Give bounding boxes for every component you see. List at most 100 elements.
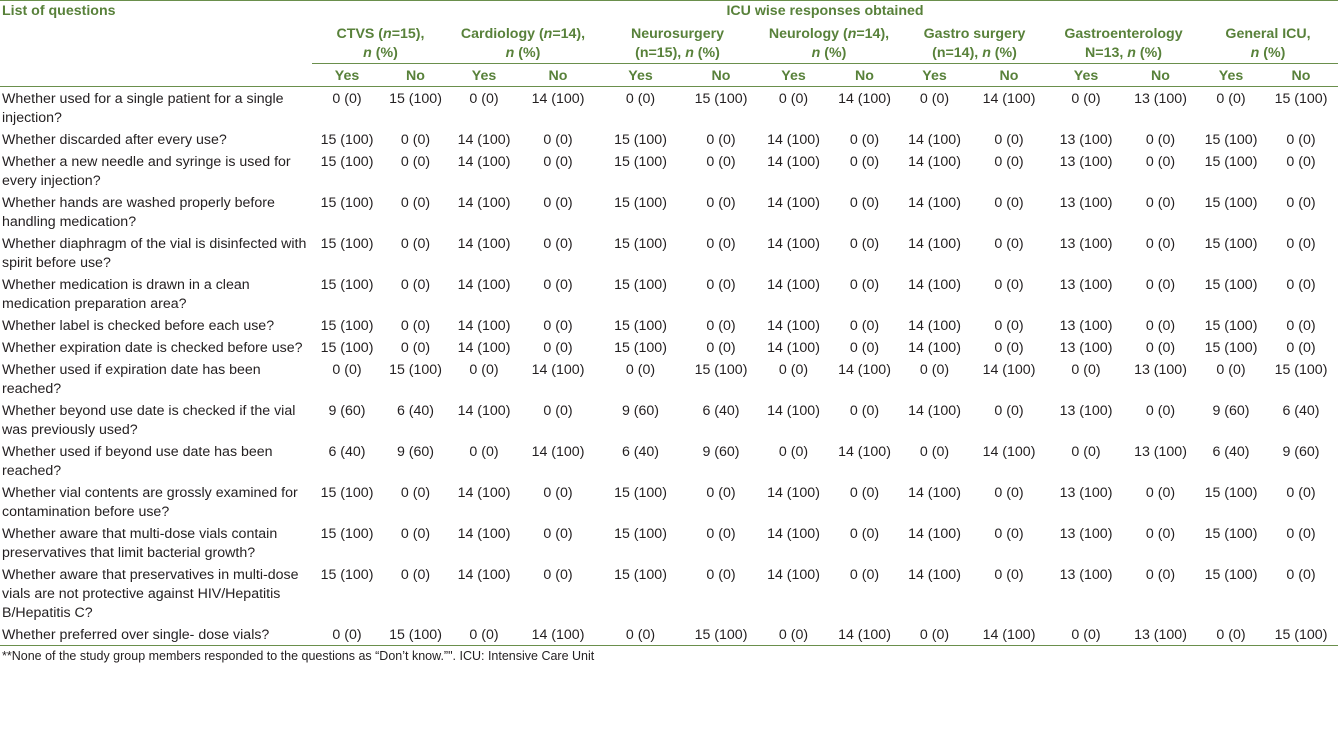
question-cell: Whether aware that preservatives in mult… (2, 567, 299, 621)
yes-value-cell: 14 (100) (767, 277, 820, 293)
table-row: Whether a new needle and syringe is used… (0, 150, 1338, 191)
no-value-cell: 15 (100) (389, 91, 442, 107)
no-value-cell: 0 (0) (849, 526, 880, 542)
yes-value-cell: 14 (100) (908, 154, 961, 170)
no-value-cell: 0 (0) (706, 340, 736, 356)
no-value-cell: 0 (0) (994, 277, 1024, 293)
yes-value-cell: 15 (100) (1204, 277, 1258, 293)
no-value-cell: 0 (0) (849, 403, 880, 419)
yes-value-cell: 14 (100) (908, 236, 961, 252)
no-value-cell: 0 (0) (994, 318, 1024, 334)
no-value-cell: 0 (0) (543, 403, 573, 419)
no-value-cell: 0 (0) (849, 318, 880, 334)
yes-value-cell: 14 (100) (457, 236, 511, 252)
yes-value-cell: 0 (0) (1071, 362, 1101, 378)
no-value-cell: 13 (100) (1123, 623, 1198, 646)
yes-value-cell: 14 (100) (767, 195, 820, 211)
no-value-cell: 0 (0) (1145, 403, 1176, 419)
yes-value-cell: 15 (100) (320, 526, 374, 542)
no-value-cell: 0 (0) (400, 526, 431, 542)
yes-value-cell: 0 (0) (758, 623, 829, 646)
no-value-cell: 0 (0) (400, 236, 431, 252)
no-value-cell: 0 (0) (994, 132, 1024, 148)
question-cell: Whether aware that multi-dose vials cont… (2, 526, 278, 561)
yes-value-cell: 14 (100) (908, 277, 961, 293)
yes-value-cell: 14 (100) (457, 403, 511, 419)
yes-value-cell: 15 (100) (320, 132, 374, 148)
percent-label: (%) (990, 45, 1017, 61)
no-value-cell: 0 (0) (543, 485, 573, 501)
table-row: Whether vial contents are grossly examin… (0, 481, 1338, 522)
yes-value-cell: 15 (100) (320, 195, 374, 211)
no-value-cell: 14 (100) (829, 623, 900, 646)
yes-value-cell: 15 (100) (614, 195, 667, 211)
table-row: Whether label is checked before each use… (0, 314, 1338, 336)
percent-label: (%) (1259, 45, 1286, 61)
yes-value-cell: 14 (100) (908, 195, 961, 211)
no-header: No (406, 68, 425, 84)
icu-name: CTVS ( (336, 26, 384, 42)
percent-label: (%) (371, 45, 398, 61)
yes-value-cell: 14 (100) (457, 340, 511, 356)
table-row: Whether used for a single patient for a … (0, 87, 1338, 129)
no-value-cell: 0 (0) (994, 340, 1024, 356)
icu-header-line1: Neurosurgery (631, 25, 724, 44)
no-value-cell: 14 (100) (969, 623, 1049, 646)
no-header: No (548, 68, 568, 84)
yes-no-header-row: Yes No Yes No Yes No Yes No Yes No Yes No Yes No (0, 64, 1338, 87)
no-value-cell: 14 (100) (838, 362, 891, 378)
icu-header: Neurology (n=14), n (%) (758, 21, 900, 64)
no-value-cell: 0 (0) (1145, 154, 1176, 170)
yes-value-cell: 15 (100) (1204, 236, 1258, 252)
no-value-cell: 0 (0) (1286, 154, 1316, 170)
yes-value-cell: 0 (0) (1216, 91, 1246, 107)
yes-value-cell: 0 (0) (1071, 91, 1101, 107)
responses-table: List of questions ICU wise responses obt… (0, 0, 1338, 646)
yes-value-cell: 13 (100) (1059, 567, 1113, 583)
yes-value-cell: 13 (100) (1059, 318, 1113, 334)
yes-value-cell: 6 (40) (621, 444, 660, 460)
no-value-cell: 0 (0) (706, 567, 736, 583)
yes-value-cell: 0 (0) (1216, 362, 1246, 378)
no-value-cell: 0 (0) (543, 318, 573, 334)
percent-label: (%) (693, 45, 720, 61)
no-value-cell: 0 (0) (1145, 132, 1176, 148)
yes-value-cell: 0 (0) (449, 623, 519, 646)
percent-label: (%) (514, 45, 541, 61)
no-value-cell: 14 (100) (519, 623, 597, 646)
no-value-cell: 14 (100) (982, 444, 1036, 460)
no-value-cell: 0 (0) (1286, 485, 1316, 501)
question-cell: Whether used if beyond use date has been… (2, 444, 273, 479)
no-value-cell: 0 (0) (1286, 132, 1316, 148)
icu-header: General ICU, n (%) (1198, 21, 1338, 64)
yes-value-cell: 0 (0) (312, 623, 382, 646)
question-cell: Whether medication is drawn in a clean m… (2, 277, 250, 312)
icu-header: Gastro surgery (n=14), n (%) (900, 21, 1049, 64)
yes-value-cell: 14 (100) (908, 403, 961, 419)
table-row: Whether aware that multi-dose vials cont… (0, 522, 1338, 563)
yes-value-cell: 14 (100) (457, 567, 511, 583)
no-value-cell: 0 (0) (849, 132, 880, 148)
yes-value-cell: 14 (100) (767, 340, 820, 356)
no-value-cell: 0 (0) (706, 485, 736, 501)
no-value-cell: 14 (100) (982, 362, 1036, 378)
no-value-cell: 0 (0) (706, 132, 736, 148)
icu-header: Cardiology (n=14), n (%) (449, 21, 597, 64)
question-cell: Whether a new needle and syringe is used… (2, 154, 291, 189)
no-value-cell: 0 (0) (1286, 526, 1316, 542)
no-value-cell: 0 (0) (543, 236, 573, 252)
no-value-cell: 15 (100) (1264, 623, 1338, 646)
yes-value-cell: 6 (40) (328, 444, 366, 460)
icu-header-line2: n (%) (812, 44, 847, 63)
icu-name: Neurosurgery (630, 26, 725, 42)
table-container: List of questions ICU wise responses obt… (0, 0, 1338, 663)
no-value-cell: 0 (0) (706, 318, 736, 334)
yes-value-cell: 9 (60) (1212, 403, 1250, 419)
icu-header: CTVS (n=15), n (%) (312, 21, 449, 64)
no-value-cell: 0 (0) (543, 567, 573, 583)
yes-value-cell: 9 (60) (621, 403, 660, 419)
yes-value-cell: 0 (0) (778, 362, 809, 378)
yes-value-cell: 14 (100) (457, 485, 511, 501)
yes-header: Yes (1218, 68, 1244, 84)
no-value-cell: 0 (0) (849, 340, 880, 356)
